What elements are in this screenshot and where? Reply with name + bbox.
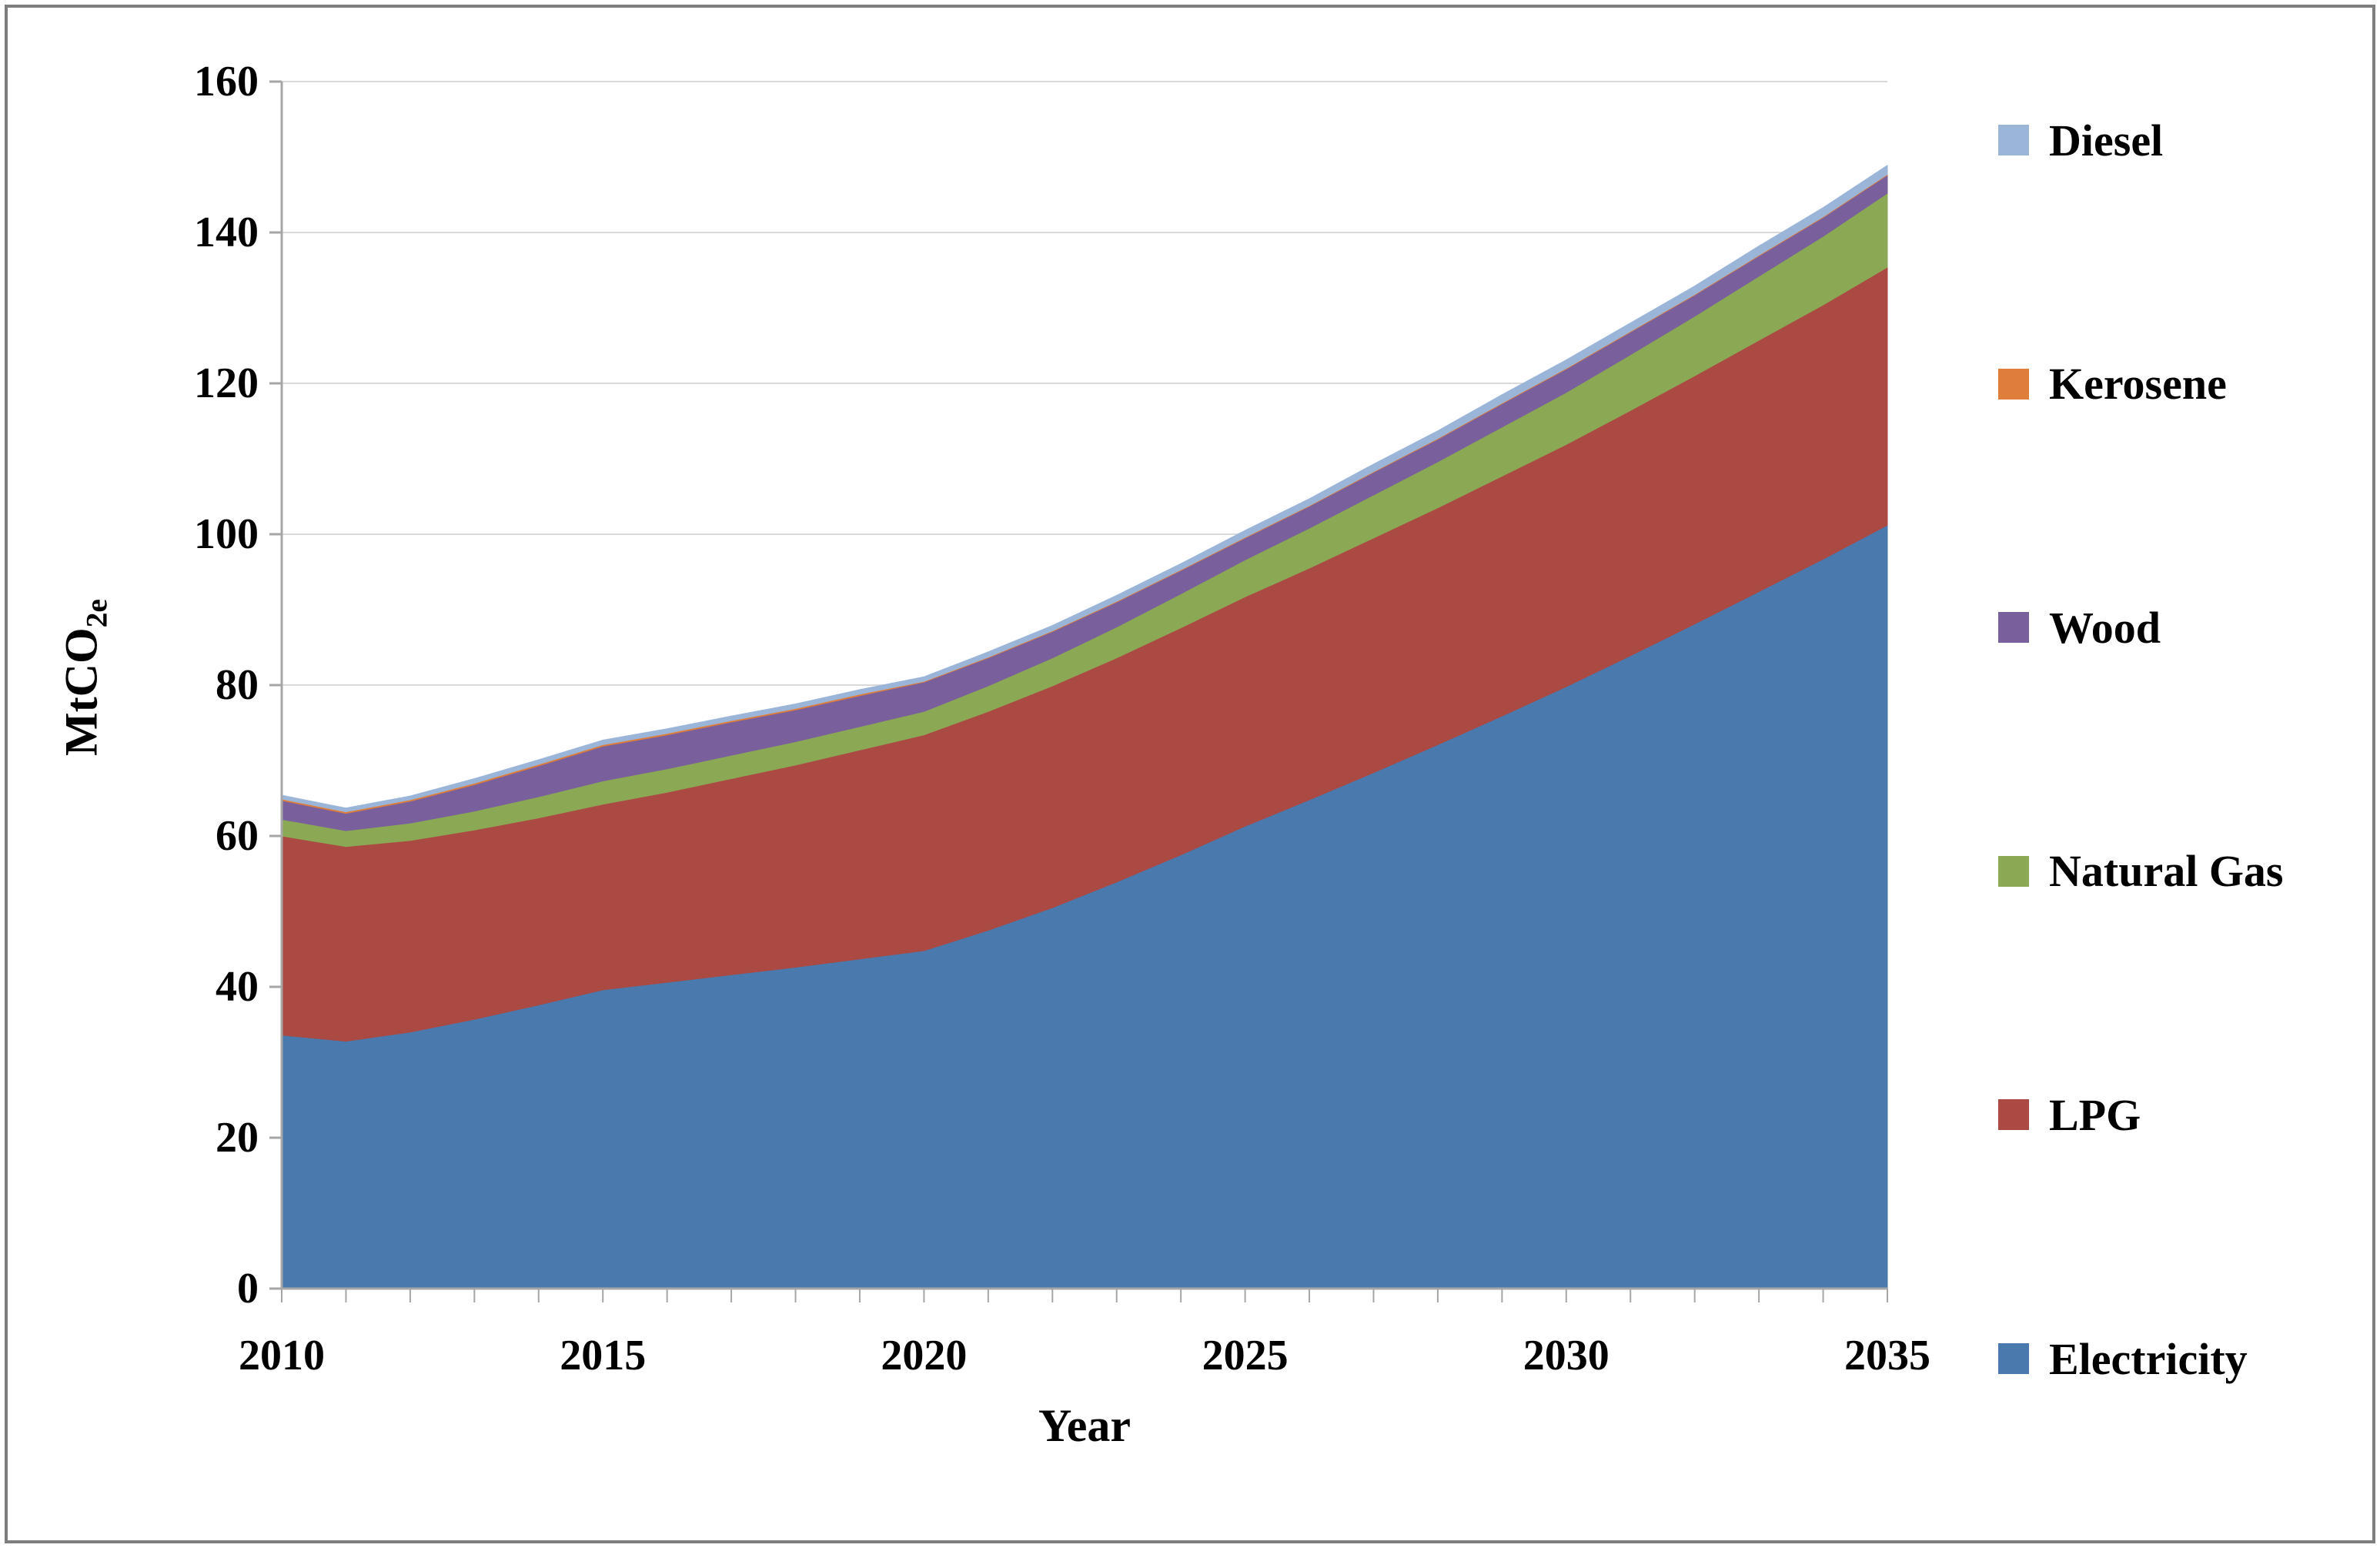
legend-label: LPG — [2049, 1089, 2141, 1140]
y-tick-label-160: 160 — [194, 58, 259, 105]
legend-label: Natural Gas — [2049, 846, 2284, 897]
x-tick-label-2010: 2010 — [239, 1332, 325, 1379]
legend-item-natural-gas: Natural Gas — [1998, 839, 2284, 904]
y-tick-label-20: 20 — [216, 1114, 259, 1162]
area-diesel — [281, 164, 1888, 813]
x-tick-label-2035: 2035 — [1844, 1332, 1930, 1379]
y-tick-label-100: 100 — [194, 510, 259, 558]
legend-item-electricity: Electricity — [1998, 1326, 2248, 1391]
legend-item-lpg: LPG — [1998, 1082, 2141, 1147]
legend-swatch-natural-gas — [1998, 855, 2029, 887]
x-axis-title: Year — [1038, 1400, 1131, 1451]
y-tick-label-140: 140 — [194, 209, 259, 256]
y-tick-label-60: 60 — [216, 812, 259, 860]
legend-label: Diesel — [2049, 115, 2164, 165]
legend-item-wood: Wood — [1998, 595, 2161, 660]
legend-label: Electricity — [2049, 1333, 2248, 1384]
figure-border — [5, 5, 2375, 1543]
legend-item-diesel: Diesel — [1998, 108, 2163, 172]
x-tick-label-2025: 2025 — [1202, 1332, 1289, 1379]
legend-item-kerosene: Kerosene — [1998, 352, 2227, 416]
legend-label: Kerosene — [2049, 359, 2227, 410]
y-tick-label-80: 80 — [216, 661, 259, 709]
x-tick-label-2020: 2020 — [881, 1332, 968, 1379]
legend-swatch-electricity — [1998, 1343, 2029, 1374]
x-tick-label-2030: 2030 — [1523, 1332, 1610, 1379]
legend: Diesel Kerosene Wood Natural Gas LPG Electric… — [1998, 0, 2360, 1548]
legend-swatch-diesel — [1998, 125, 2029, 155]
legend-label: Wood — [2049, 602, 2161, 653]
y-axis-title-subscript: 2e — [79, 599, 114, 628]
y-tick-label-0: 0 — [237, 1265, 259, 1312]
y-tick-label-40: 40 — [216, 963, 259, 1011]
legend-swatch-wood — [1998, 612, 2029, 644]
legend-swatch-lpg — [1998, 1099, 2029, 1131]
legend-swatch-kerosene — [1998, 368, 2029, 400]
y-tick-label-120: 120 — [194, 359, 259, 407]
x-tick-label-2015: 2015 — [560, 1332, 647, 1379]
